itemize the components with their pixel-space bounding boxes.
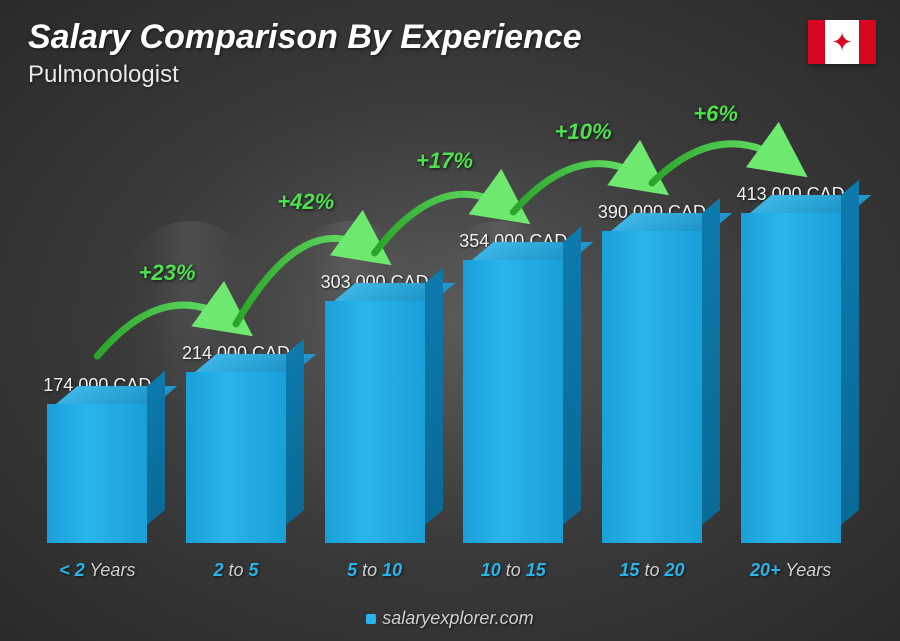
bar-slot: 214,000 CAD xyxy=(176,343,296,543)
flag-left-bar xyxy=(808,20,825,64)
salary-chart: 174,000 CAD 214,000 CAD 303,000 CAD 354,… xyxy=(28,141,860,581)
arc-label: +17% xyxy=(416,148,473,174)
bar xyxy=(463,260,563,543)
x-label: 2 to 5 xyxy=(176,560,296,581)
bar-slot: 390,000 CAD xyxy=(592,202,712,543)
bar-front-face xyxy=(186,372,286,543)
flag-right-bar xyxy=(859,20,876,64)
arc-label: +23% xyxy=(139,260,196,286)
country-flag: ✦ xyxy=(808,20,876,64)
x-label: 20+ Years xyxy=(731,560,851,581)
bar-front-face xyxy=(602,231,702,543)
bar-side-face xyxy=(147,371,165,525)
maple-leaf-icon: ✦ xyxy=(831,29,853,55)
flag-center: ✦ xyxy=(825,20,859,64)
bar-slot: 303,000 CAD xyxy=(315,272,435,543)
footer-text: salaryexplorer.com xyxy=(382,608,533,628)
bar xyxy=(47,404,147,543)
bar-front-face xyxy=(741,213,841,543)
bar-side-face xyxy=(425,268,443,525)
bars-container: 174,000 CAD 214,000 CAD 303,000 CAD 354,… xyxy=(28,141,860,543)
page-subtitle: Pulmonologist xyxy=(28,61,582,89)
bar xyxy=(325,301,425,543)
bar-side-face xyxy=(563,227,581,525)
bar-slot: 354,000 CAD xyxy=(453,231,573,543)
x-label: 15 to 20 xyxy=(592,560,712,581)
bar xyxy=(602,231,702,543)
footer: salaryexplorer.com xyxy=(0,608,900,629)
bar xyxy=(741,213,841,543)
arc-label: +42% xyxy=(277,189,334,215)
bar-front-face xyxy=(463,260,563,543)
arc-label: +10% xyxy=(555,119,612,145)
x-label: 5 to 10 xyxy=(315,560,435,581)
x-label: 10 to 15 xyxy=(453,560,573,581)
header: Salary Comparison By Experience Pulmonol… xyxy=(28,18,582,89)
bar-side-face xyxy=(702,198,720,525)
bar-front-face xyxy=(325,301,425,543)
bar-front-face xyxy=(47,404,147,543)
x-labels-container: < 2 Years 2 to 5 5 to 10 10 to 15 15 to 20 20… xyxy=(28,560,860,581)
bar-side-face xyxy=(286,339,304,525)
page-title: Salary Comparison By Experience xyxy=(28,18,582,57)
bar-slot: 413,000 CAD xyxy=(731,184,851,543)
x-label: < 2 Years xyxy=(37,560,157,581)
bar-slot: 174,000 CAD xyxy=(37,375,157,543)
bar xyxy=(186,372,286,543)
arc-label: +6% xyxy=(693,101,738,127)
bar-side-face xyxy=(841,180,859,525)
logo-icon xyxy=(366,614,376,624)
